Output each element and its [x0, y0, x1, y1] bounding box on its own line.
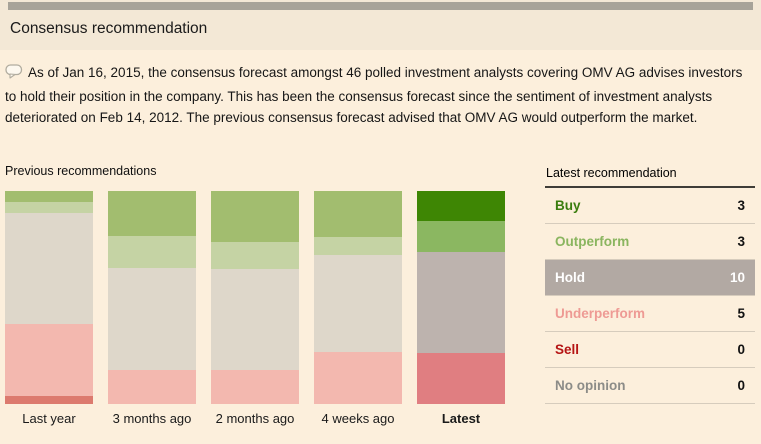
speech-bubble-icon	[5, 64, 23, 86]
segment-hold	[108, 268, 196, 370]
segment-underperform	[5, 324, 93, 397]
bar-latest	[417, 191, 505, 404]
page-title: Consensus recommendation	[10, 20, 208, 37]
x-axis-label-latest: Latest	[441, 411, 481, 426]
top-divider-bar	[8, 2, 753, 10]
recommendation-row-sell: Sell 0	[545, 332, 755, 368]
row-label-hold: Hold	[555, 270, 585, 285]
segment-outperform	[314, 237, 402, 256]
segment-buy	[211, 191, 299, 243]
row-value-no_opinion: 0	[737, 378, 745, 393]
x-axis-label-last-year: Last year	[22, 411, 76, 426]
segment-outperform	[211, 242, 299, 269]
row-value-underperform: 5	[737, 306, 745, 321]
segment-underperform	[108, 369, 196, 404]
row-label-sell: Sell	[555, 342, 580, 357]
x-axis-label-2-months-ago: 2 months ago	[215, 411, 295, 426]
bar-last-year	[5, 191, 93, 404]
segment-hold	[314, 255, 402, 352]
segment-outperform	[417, 221, 505, 252]
segment-underperform	[211, 369, 299, 404]
segment-buy	[5, 191, 93, 203]
row-value-hold: 10	[729, 270, 745, 285]
segment-underperform	[417, 353, 505, 404]
row-label-underperform: Underperform	[555, 306, 646, 321]
summary-paragraph: As of Jan 16, 2015, the consensus foreca…	[5, 62, 753, 129]
row-label-buy: Buy	[555, 198, 581, 213]
x-axis-label-3-months-ago: 3 months ago	[112, 411, 192, 426]
segment-sell	[5, 396, 93, 404]
x-axis-label-4-weeks-ago: 4 weeks ago	[321, 411, 395, 426]
row-value-sell: 0	[737, 342, 745, 357]
segment-outperform	[108, 236, 196, 269]
recommendation-row-underperform: Underperform 5	[545, 296, 755, 332]
bar-3-months-ago	[108, 191, 196, 404]
segment-buy	[108, 191, 196, 237]
segment-hold	[417, 251, 505, 354]
chart-title: Previous recommendations	[5, 164, 157, 178]
row-value-outperform: 3	[737, 234, 745, 249]
segment-buy	[314, 191, 402, 237]
panel-title: Latest recommendation	[545, 166, 755, 188]
segment-hold	[211, 268, 299, 370]
bar-4-weeks-ago	[314, 191, 402, 404]
bar-2-months-ago	[211, 191, 299, 404]
summary-text: As of Jan 16, 2015, the consensus foreca…	[5, 65, 743, 125]
recommendation-row-buy: Buy 3	[545, 188, 755, 224]
chart-x-labels: Last year 3 months ago 2 months ago 4 weeks…	[5, 411, 505, 426]
segment-outperform	[5, 202, 93, 214]
segment-buy	[417, 191, 505, 222]
panel-rows: Buy 3 Outperform 3 Hold 10 Underperform 5 Sell 0 N…	[545, 188, 755, 404]
segment-hold	[5, 213, 93, 325]
recommendation-row-no_opinion: No opinion 0	[545, 368, 755, 404]
recommendation-row-hold: Hold 10	[545, 260, 755, 296]
row-value-buy: 3	[737, 198, 745, 213]
latest-recommendation-panel: Latest recommendation Buy 3 Outperform 3 Hol…	[545, 166, 755, 404]
segment-underperform	[314, 352, 402, 404]
recommendation-row-outperform: Outperform 3	[545, 224, 755, 260]
row-label-no_opinion: No opinion	[555, 378, 626, 393]
recommendation-chart	[5, 191, 505, 404]
row-label-outperform: Outperform	[555, 234, 630, 249]
